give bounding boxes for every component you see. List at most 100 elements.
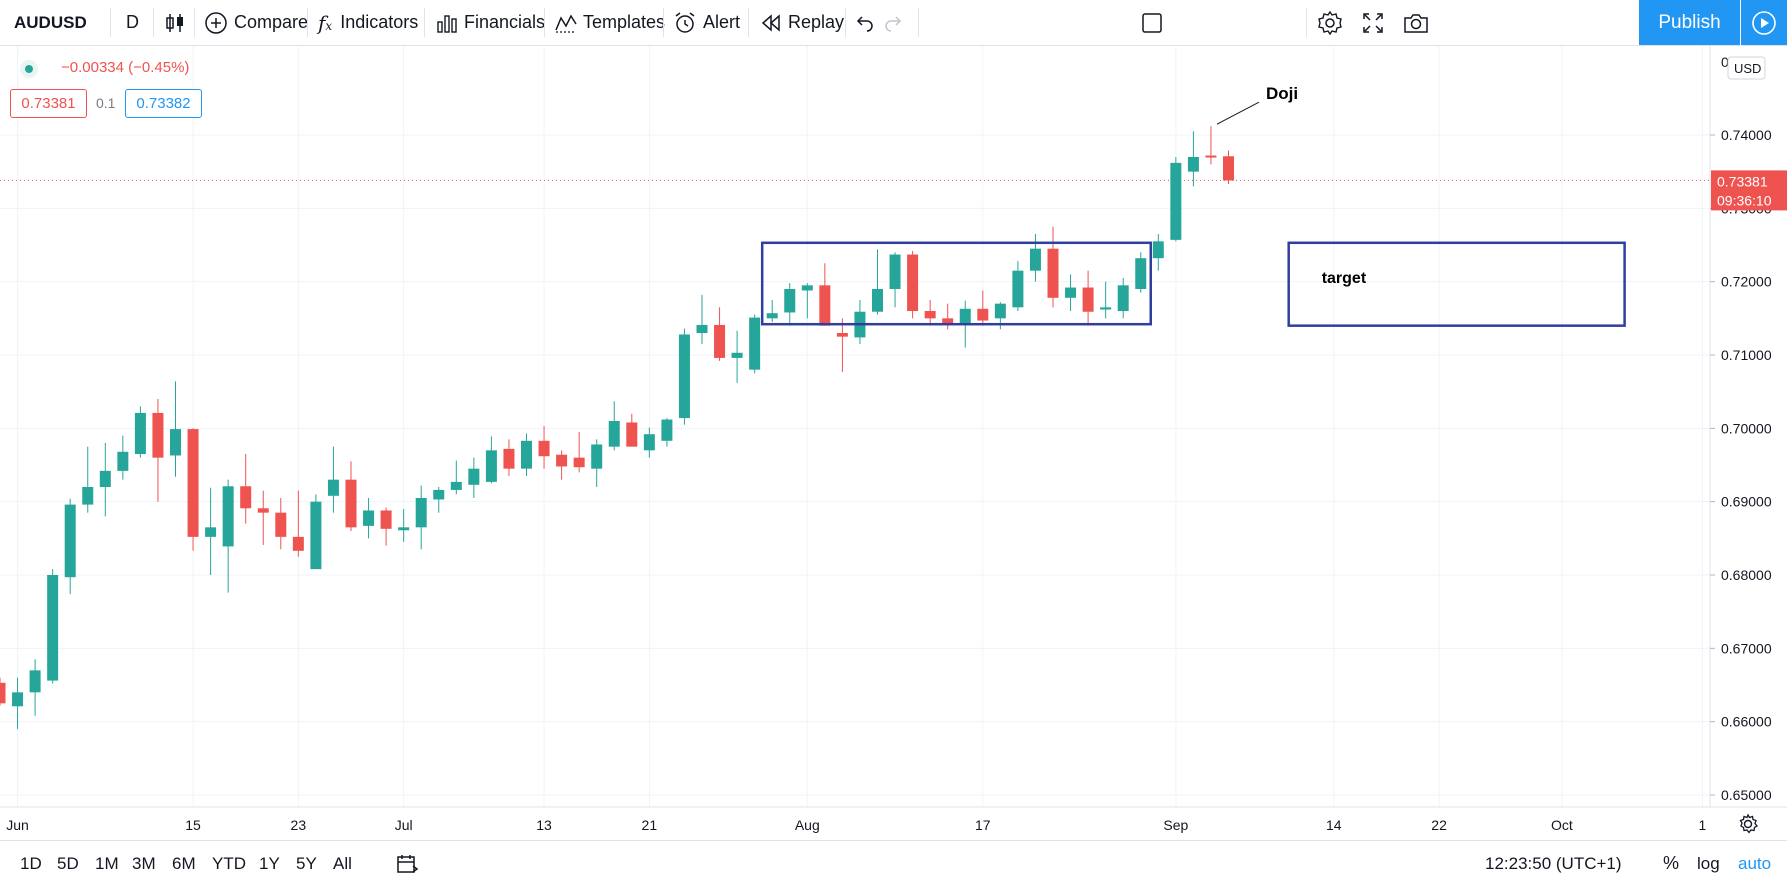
candle-body[interactable] [819,285,831,326]
candle-body[interactable] [696,324,708,333]
market-status-indicator[interactable] [20,60,38,78]
candle-body[interactable] [415,498,427,528]
time-axis[interactable] [0,808,1710,840]
candle-body[interactable] [292,536,304,551]
range-button-1m[interactable]: 1M [95,853,119,873]
candle-body[interactable] [222,486,234,547]
undo-button[interactable] [853,0,875,45]
candle-body[interactable] [275,512,287,537]
candle-body[interactable] [29,670,41,693]
interval-button[interactable]: D [126,12,139,32]
candle-body[interactable] [433,489,445,500]
log-scale-toggle[interactable]: log [1697,853,1720,873]
currency-badge[interactable] [1727,56,1766,80]
candle-body[interactable] [1152,241,1164,259]
candle-body[interactable] [643,434,655,451]
candle-body[interactable] [1047,248,1059,298]
candle-body[interactable] [836,333,848,337]
buy-price-button[interactable]: 0.73382 [125,89,202,118]
candle-body[interactable] [1065,287,1077,298]
chart-style-button[interactable] [163,0,187,45]
candle-body[interactable] [47,575,59,681]
consolidation-rectangle[interactable] [760,241,1152,326]
candle-body[interactable] [0,682,6,704]
candle-body[interactable] [889,254,901,289]
range-button-1y[interactable]: 1Y [259,853,280,873]
auto-scale-toggle[interactable]: auto [1738,853,1772,873]
financials-button[interactable]: Financials [436,0,545,45]
candle-body[interactable] [398,527,410,531]
candle-body[interactable] [1029,248,1041,271]
timezone-clock[interactable]: 12:23:50 (UTC+1) [1485,853,1622,873]
candle-body[interactable] [1117,285,1129,311]
candle-body[interactable] [257,508,269,513]
candle-body[interactable] [977,308,989,321]
candle-body[interactable] [678,334,690,419]
candle-body[interactable] [784,289,796,313]
candle-body[interactable] [959,308,971,325]
candle-body[interactable] [310,501,322,570]
candle-body[interactable] [749,317,761,370]
candle-body[interactable] [468,468,480,485]
candle-body[interactable] [205,527,217,537]
candle-body[interactable] [608,421,620,447]
candle-body[interactable] [556,454,568,467]
candle-body[interactable] [152,412,164,458]
candle-body[interactable] [134,412,146,454]
candle-body[interactable] [538,440,550,457]
candle-body[interactable] [872,289,883,312]
candle-body[interactable] [170,429,181,456]
last-price-badge[interactable] [1711,170,1787,211]
candle-body[interactable] [521,440,532,469]
candle-body[interactable] [591,444,603,469]
indicators-button[interactable]: fx Indicators [318,0,418,45]
candle-body[interactable] [1205,155,1217,158]
candle-body[interactable] [1187,157,1199,172]
candle-body[interactable] [64,504,76,578]
range-button-5y[interactable]: 5Y [296,853,317,873]
candle-body[interactable] [907,254,919,311]
target-rectangle[interactable] [1287,241,1626,327]
candle-body[interactable] [450,481,462,490]
ideas-stream-button[interactable] [1741,0,1787,45]
candle-body[interactable] [1170,162,1182,240]
axis-settings-gear-icon[interactable] [1739,813,1758,834]
candle-body[interactable] [380,510,392,529]
templates-button[interactable]: Templates [554,0,665,45]
settings-button[interactable] [1317,0,1343,45]
compare-button[interactable]: Compare [204,0,308,45]
date-range-button[interactable] [395,841,419,886]
sell-price-button[interactable]: 0.73381 [10,89,87,118]
range-button-all[interactable]: All [333,853,352,873]
snapshot-button[interactable] [1402,0,1430,45]
range-button-ytd[interactable]: YTD [212,853,246,873]
candle-body[interactable] [1100,307,1112,310]
candle-body[interactable] [1135,258,1147,289]
candle-body[interactable] [99,470,111,487]
range-button-1d[interactable]: 1D [20,853,42,873]
range-button-5d[interactable]: 5D [57,853,79,873]
candle-body[interactable] [573,457,585,468]
candle-body[interactable] [485,450,497,482]
candle-body[interactable] [187,429,199,537]
candle-body[interactable] [82,487,94,505]
candle-body[interactable] [924,311,936,319]
candle-body[interactable] [942,318,954,325]
candle-body[interactable] [503,448,515,469]
range-button-6m[interactable]: 6M [172,853,196,873]
candle-body[interactable] [731,352,743,358]
percent-scale-toggle[interactable]: % [1663,853,1680,873]
fullscreen-button[interactable] [1361,0,1385,45]
candle-body[interactable] [117,451,129,471]
candle-body[interactable] [345,479,357,528]
candle-body[interactable] [661,419,673,441]
candle-body[interactable] [994,303,1006,319]
layout-button[interactable] [1140,0,1164,45]
candle-body[interactable] [363,510,375,526]
candle-body[interactable] [714,324,726,358]
range-button-3m[interactable]: 3M [132,853,156,873]
alert-button[interactable]: Alert [673,0,740,45]
candle-body[interactable] [626,422,638,447]
replay-button[interactable]: Replay [760,0,844,45]
